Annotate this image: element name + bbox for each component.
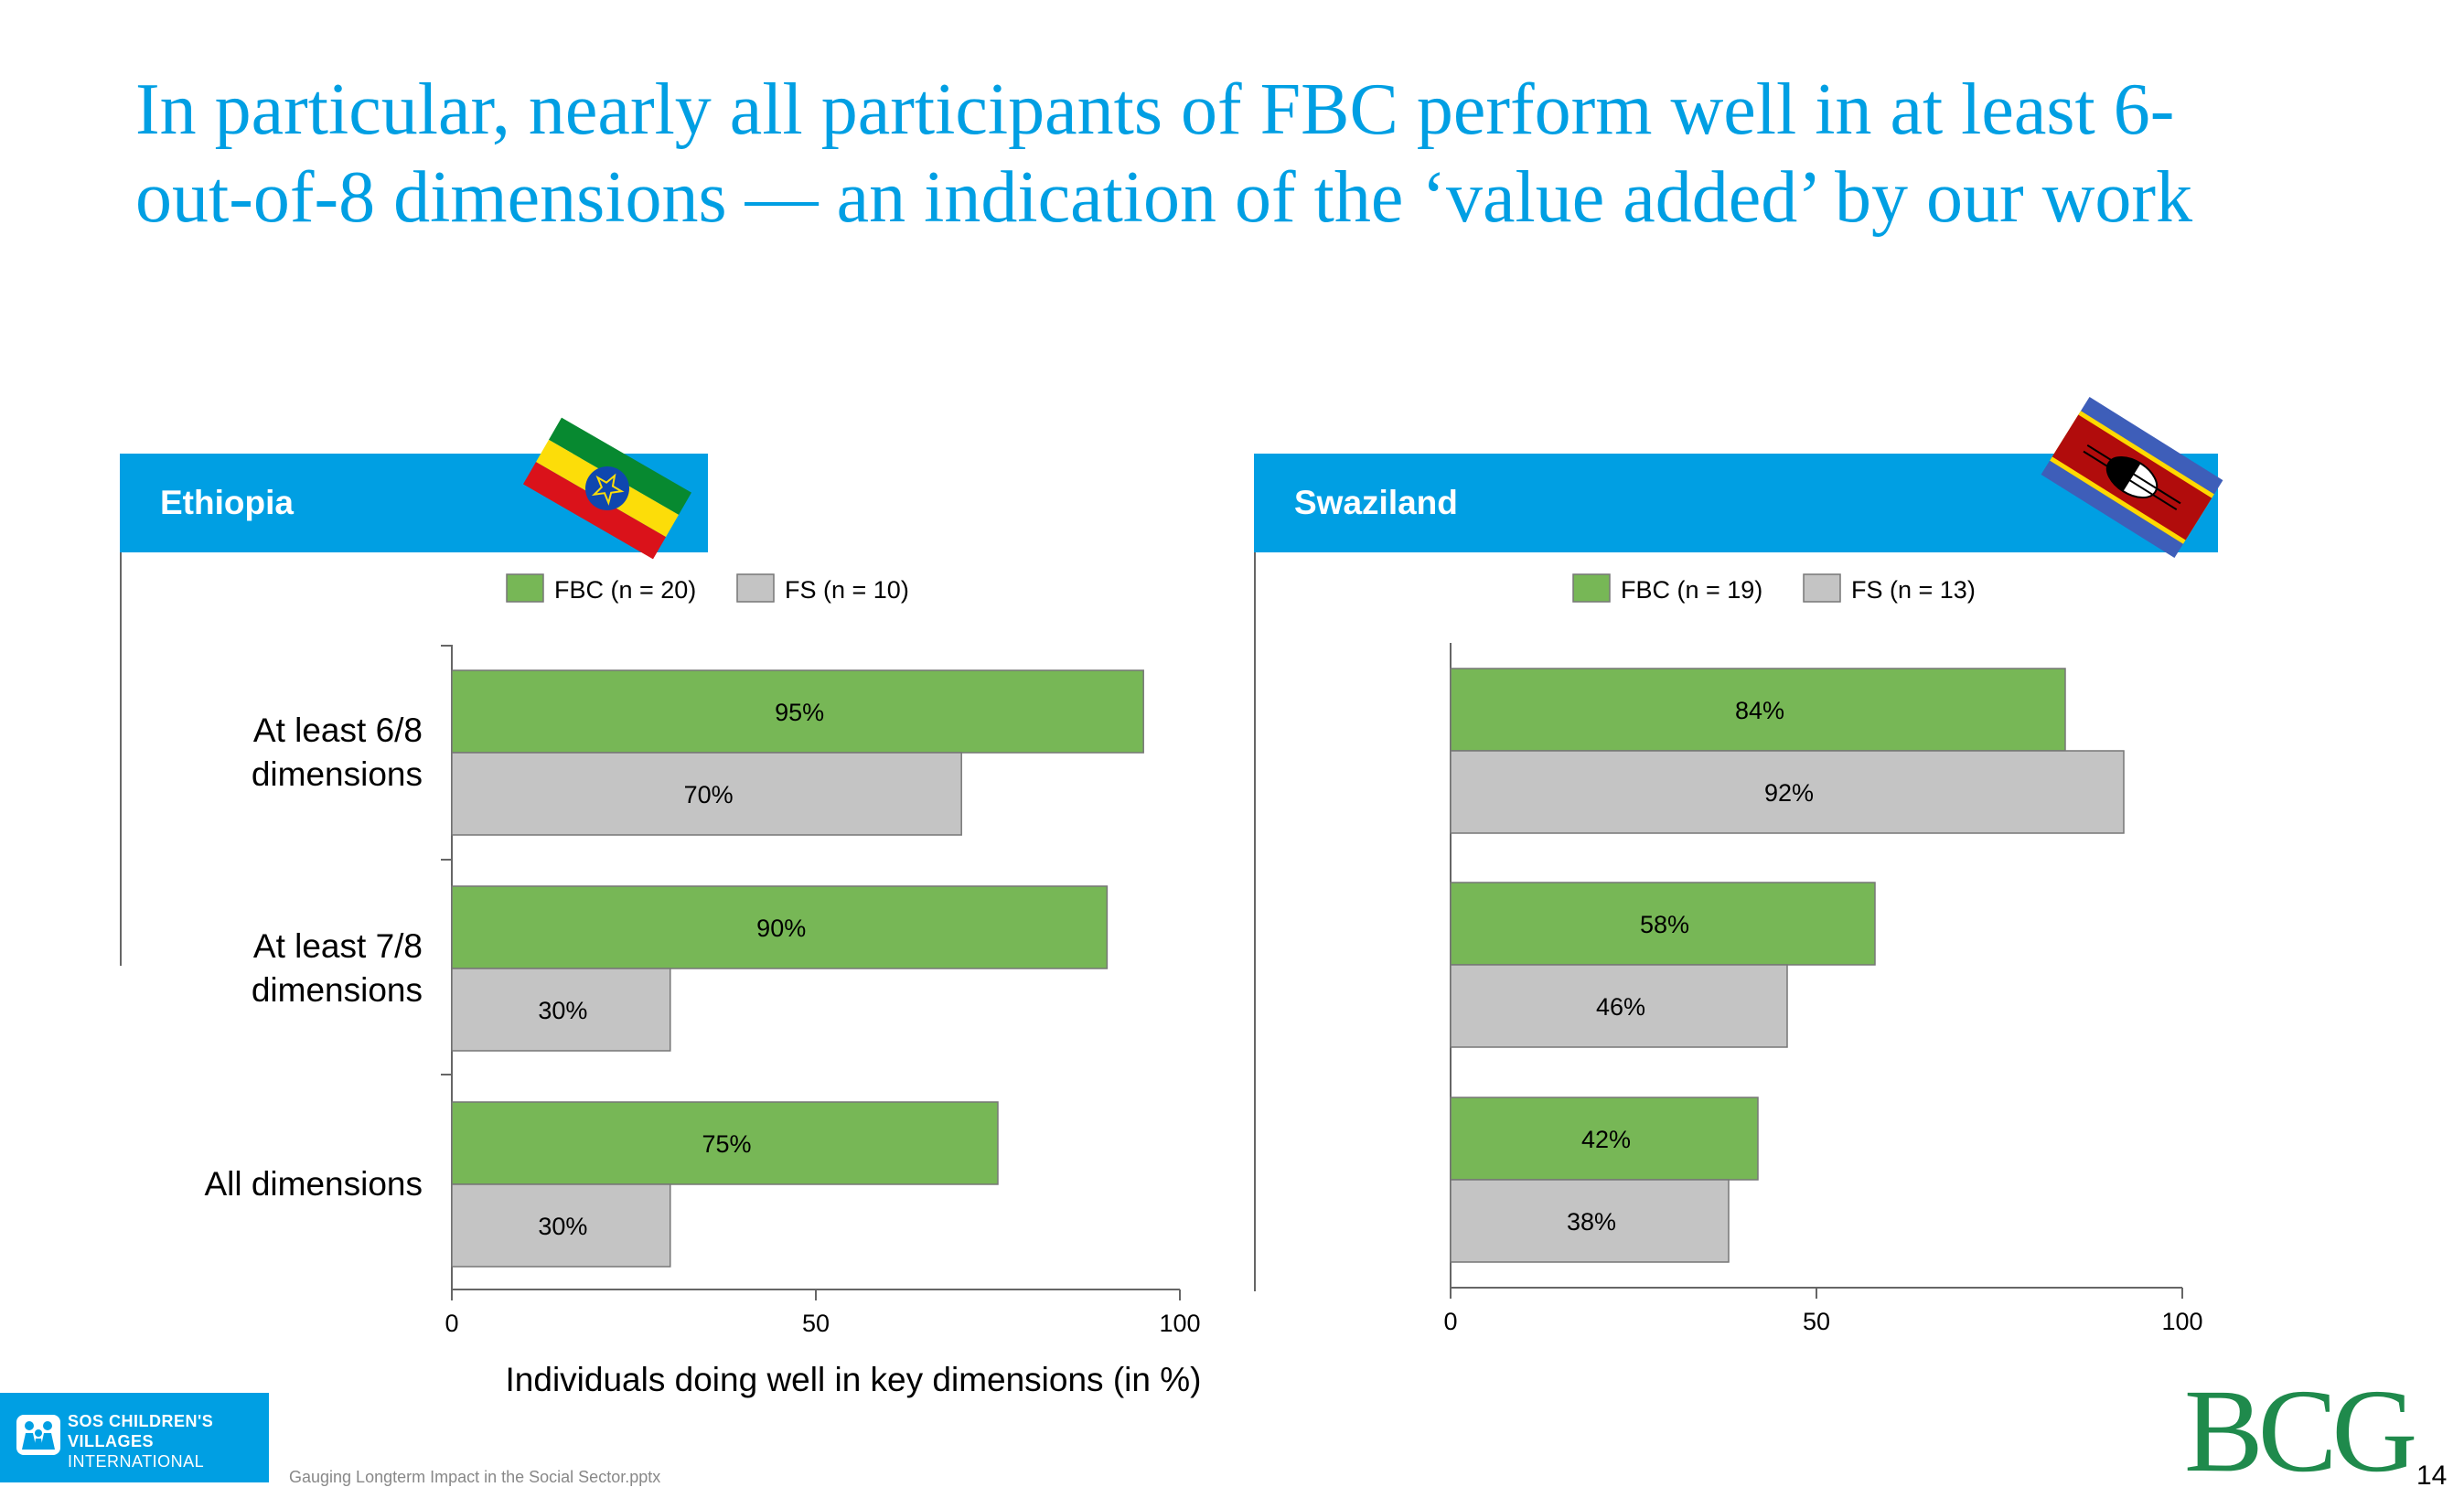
ethiopia-bar-1-0 xyxy=(451,752,962,836)
ethiopia-legend-label-1: FS (n = 10) xyxy=(785,576,909,604)
category-label-0-1: dimensions xyxy=(252,755,423,793)
ethiopia-legend-swatch-1 xyxy=(736,573,775,603)
swaziland-bar-0-2 xyxy=(1450,1097,1759,1181)
ethiopia-x-tick-label-2: 100 xyxy=(1159,1310,1200,1337)
title-line-2: out-of-8 dimensions — an indication of t… xyxy=(135,157,2193,238)
sos-logo-line-3: INTERNATIONAL xyxy=(68,1452,205,1471)
title-line-1: In particular, nearly all participants o… xyxy=(135,70,2175,150)
sos-logo-line-1: SOS CHILDREN'S xyxy=(68,1412,214,1430)
swaziland-bar-1-0 xyxy=(1450,750,2125,834)
ethiopia-panel-border xyxy=(120,552,122,966)
ethiopia-bar-label-1-0: 70% xyxy=(684,781,734,808)
ethiopia-bar-1-1 xyxy=(451,968,671,1052)
swaziland-bar-label-0-0: 84% xyxy=(1735,697,1784,724)
category-label-0-0: At least 6/8 xyxy=(253,712,423,749)
category-label-2-0: All dimensions xyxy=(204,1165,423,1203)
swaziland-bar-0-1 xyxy=(1450,882,1876,966)
x-axis-title: Individuals doing well in key dimensions… xyxy=(505,1361,1202,1398)
ethiopia-bar-label-0-1: 90% xyxy=(756,915,806,942)
ethiopia-bar-label-0-2: 75% xyxy=(702,1130,751,1158)
ethiopia-legend-swatch-0 xyxy=(506,573,544,603)
sos-logo-line-2: VILLAGES xyxy=(68,1432,155,1450)
ethiopia-bar-0-0 xyxy=(451,669,1144,754)
swaziland-legend-swatch-0 xyxy=(1572,573,1611,603)
page-number: 14 xyxy=(2416,1461,2448,1491)
sos-family-icon xyxy=(16,1415,60,1455)
ethiopia-bar-0-2 xyxy=(451,1101,999,1185)
swaziland-legend-swatch-1 xyxy=(1803,573,1841,603)
swaziland-legend-label-0: FBC (n = 19) xyxy=(1621,576,1762,604)
ethiopia-bar-label-1-2: 30% xyxy=(538,1213,587,1240)
ethiopia-x-tick-label-0: 0 xyxy=(445,1310,458,1337)
sos-logo-text: SOS CHILDREN'S VILLAGES INTERNATIONAL xyxy=(68,1411,213,1471)
swaziland-legend-label-1: FS (n = 13) xyxy=(1851,576,1976,604)
ethiopia-bar-label-1-1: 30% xyxy=(538,997,587,1024)
swaziland-bar-label-0-2: 42% xyxy=(1581,1126,1631,1153)
sos-childrens-villages-logo: SOS CHILDREN'S VILLAGES INTERNATIONAL xyxy=(0,1393,269,1482)
ethiopia-bar-label-0-0: 95% xyxy=(775,699,824,726)
ethiopia-legend-label-0: FBC (n = 20) xyxy=(554,576,696,604)
swaziland-bar-label-0-1: 58% xyxy=(1640,911,1689,938)
swaziland-bar-1-2 xyxy=(1450,1179,1730,1263)
ethiopia-panel-title: Ethiopia xyxy=(160,484,294,521)
swaziland-bar-label-1-0: 92% xyxy=(1764,779,1814,807)
footer-file-name: Gauging Longterm Impact in the Social Se… xyxy=(289,1468,661,1486)
swaziland-bar-1-1 xyxy=(1450,964,1788,1048)
swaziland-bar-label-1-2: 38% xyxy=(1567,1208,1616,1236)
category-label-1-1: dimensions xyxy=(252,971,423,1009)
swaziland-x-tick-label-0: 0 xyxy=(1443,1308,1457,1335)
ethiopia-flag-icon xyxy=(516,415,699,566)
bcg-logo: BCG xyxy=(2184,1365,2417,1497)
swaziland-panel-header: Swaziland xyxy=(1254,454,2218,552)
slide-title: In particular, nearly all participants o… xyxy=(135,66,2367,241)
ethiopia-bar-1-2 xyxy=(451,1183,671,1268)
swaziland-flag-icon xyxy=(2036,395,2228,564)
ethiopia-bar-0-1 xyxy=(451,885,1109,969)
category-label-1-0: At least 7/8 xyxy=(253,927,423,965)
swaziland-panel-border xyxy=(1254,552,1256,1291)
ethiopia-x-tick-label-1: 50 xyxy=(802,1310,830,1337)
swaziland-x-tick-label-1: 50 xyxy=(1803,1308,1830,1335)
swaziland-panel-title: Swaziland xyxy=(1294,484,1458,521)
swaziland-x-tick-label-2: 100 xyxy=(2161,1308,2202,1335)
swaziland-bar-label-1-1: 46% xyxy=(1596,993,1645,1021)
